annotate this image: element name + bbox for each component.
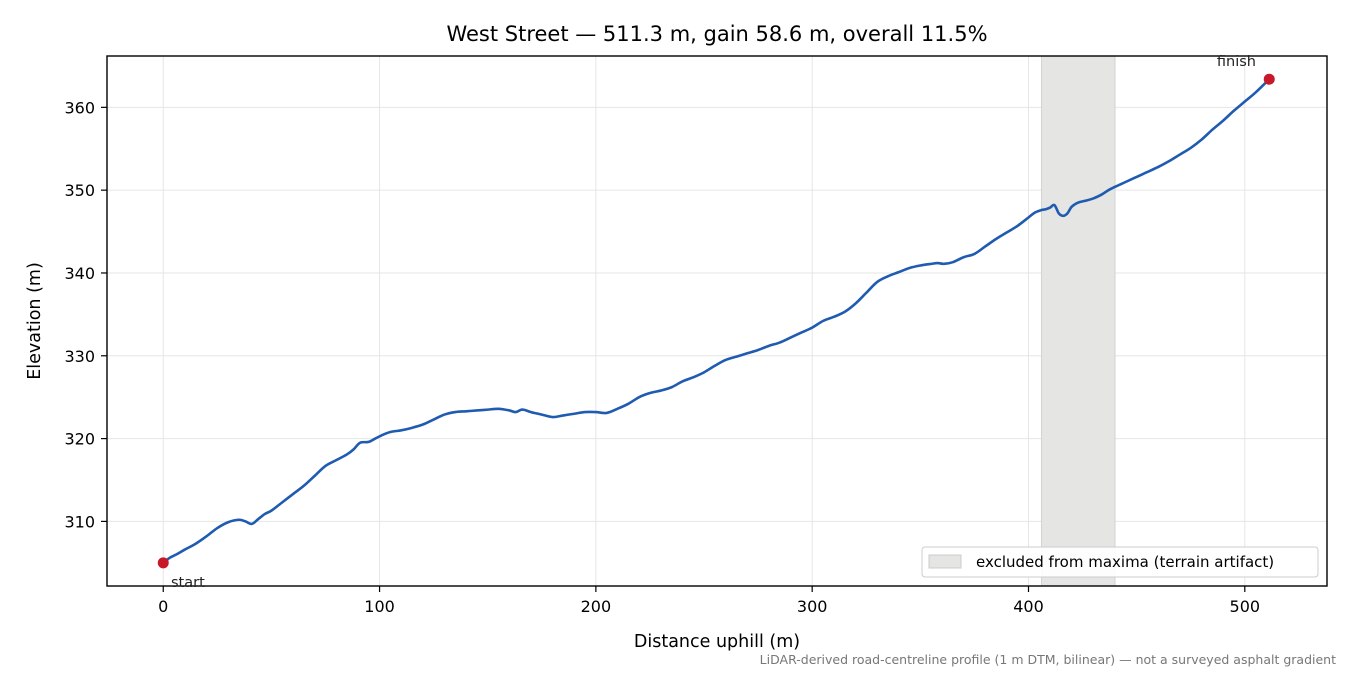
grid — [107, 56, 1327, 586]
excluded-band — [1040, 55, 1116, 587]
x-tick-label: 0 — [158, 597, 168, 616]
y-tick-label: 330 — [64, 347, 95, 366]
start-label: start — [171, 575, 205, 591]
legend: excluded from maxima (terrain artifact) — [921, 546, 1319, 578]
y-tick-label: 360 — [64, 98, 95, 117]
plot-frame — [106, 55, 1328, 587]
legend-swatch — [928, 554, 962, 569]
plot-area — [106, 55, 1328, 587]
excluded-band-layer — [1040, 55, 1116, 587]
finish-label: finish — [1217, 54, 1256, 70]
x-tick-label: 500 — [1230, 597, 1261, 616]
x-tick-label: 300 — [797, 597, 828, 616]
endpoints-layer — [157, 73, 1275, 569]
x-tick-label: 400 — [1013, 597, 1044, 616]
x-axis-ticks: 0 100 200 300 400 500 — [158, 586, 1260, 616]
legend-label: excluded from maxima (terrain artifact) — [976, 553, 1274, 571]
chart-title: West Street — 511.3 m, gain 58.6 m, over… — [446, 22, 987, 46]
x-tick-label: 100 — [364, 597, 395, 616]
footnote: LiDAR-derived road-centreline profile (1… — [760, 652, 1336, 667]
x-axis-title: Distance uphill (m) — [634, 632, 800, 652]
y-tick-label: 310 — [64, 512, 95, 531]
series-layer — [161, 77, 1271, 565]
start-point — [157, 557, 169, 569]
y-tick-label: 320 — [64, 430, 95, 449]
y-axis-ticks: 310 320 330 340 350 360 — [64, 98, 107, 531]
y-tick-label: 350 — [64, 181, 95, 200]
y-axis-title: Elevation (m) — [25, 262, 45, 380]
y-tick-label: 340 — [64, 264, 95, 283]
legend-box — [921, 546, 1319, 578]
finish-point — [1263, 73, 1275, 85]
elevation-line — [161, 77, 1271, 565]
x-tick-label: 200 — [581, 597, 612, 616]
